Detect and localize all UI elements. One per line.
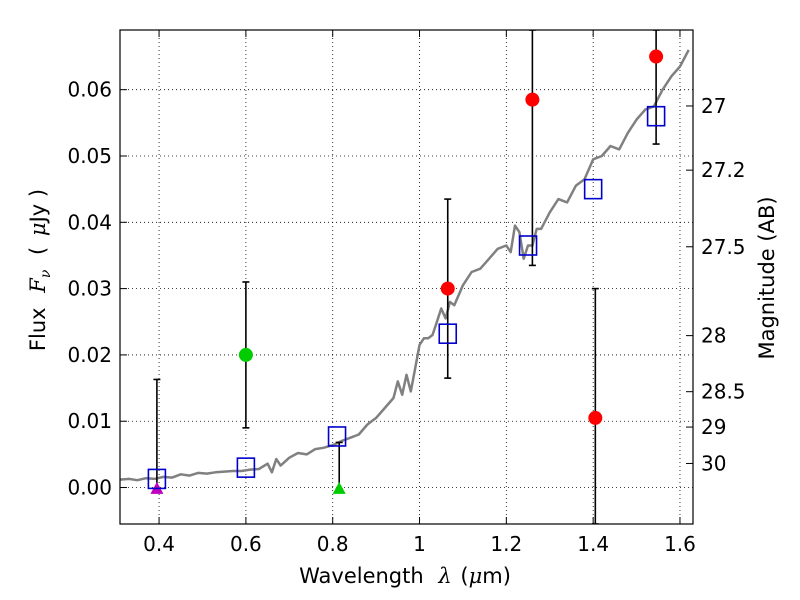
y-tick-label: 0.05 <box>67 144 112 168</box>
model-photometry-square <box>646 105 666 127</box>
mag-tick-label: 27.2 <box>701 158 746 182</box>
x-tick-label: 0.6 <box>230 532 262 556</box>
model-photometry-square <box>236 457 256 478</box>
data-point-circle <box>238 347 253 362</box>
mag-tick-label: 27 <box>701 94 726 118</box>
mag-tick-label: 29 <box>701 415 726 439</box>
y-tick-label: 0.06 <box>67 78 112 102</box>
y-tick-label: 0.04 <box>67 210 112 234</box>
mag-tick-label: 27.5 <box>701 235 746 259</box>
y-tick-label: 0.03 <box>67 277 112 301</box>
data-point-circle <box>525 92 540 107</box>
mag-tick-label: 30 <box>701 451 726 475</box>
model-photometry-square <box>583 178 603 200</box>
y-tick-label: 0.02 <box>67 343 112 367</box>
data-point-circle <box>588 410 603 425</box>
x-tick-label: 1 <box>413 532 426 556</box>
mag-tick-label: 28.5 <box>701 380 746 404</box>
x-tick-label: 0.4 <box>143 532 175 556</box>
y-tick-label: 0.00 <box>67 476 112 500</box>
data-point-circle <box>649 49 664 64</box>
upper-limit-triangle <box>332 481 346 494</box>
data-point-circle <box>440 281 455 296</box>
x-axis-label: Wavelength λ (μm) <box>299 564 511 588</box>
plot-area <box>120 30 690 524</box>
model-spectrum-line <box>120 49 690 482</box>
x-tick-label: 0.8 <box>317 532 349 556</box>
grid-lines <box>120 30 693 524</box>
x-tick-label: 1.6 <box>664 532 696 556</box>
model-photometry-square <box>327 426 347 447</box>
axis-ticks: 0.4 0.6 0.8 1 1.2 1.4 1.6 0.00 0.01 0.02 0.03 0.04 0… <box>67 30 746 556</box>
model-photometry-square <box>438 323 458 344</box>
model-photometry-square <box>518 235 538 256</box>
y-axis-label: Flux Fν ( μJy ) <box>26 189 55 351</box>
model-photometry-square <box>147 468 167 490</box>
y-tick-label: 0.01 <box>67 409 112 433</box>
axes-frame <box>119 29 694 525</box>
mag-tick-label: 28 <box>701 324 726 348</box>
x-tick-label: 1.4 <box>577 532 609 556</box>
x-tick-label: 1.2 <box>490 532 522 556</box>
y2-axis-label: Magnitude (AB) <box>755 196 779 359</box>
